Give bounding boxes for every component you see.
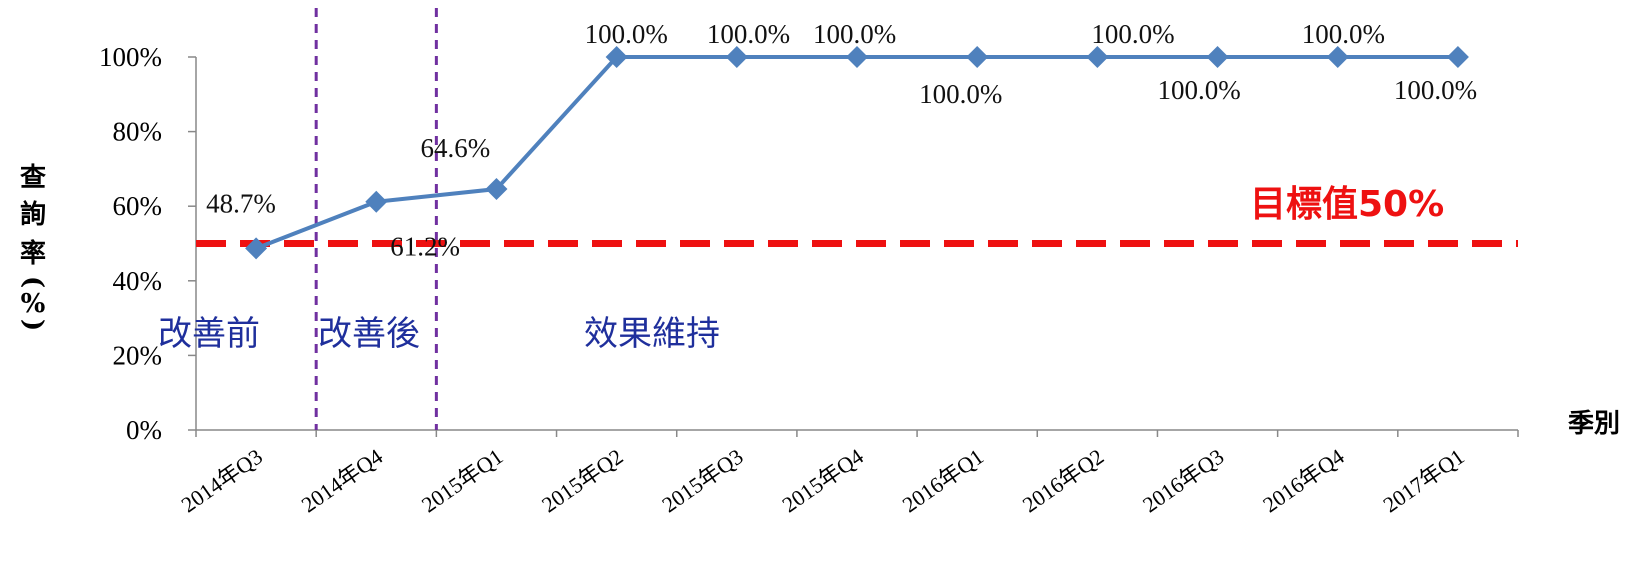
x-tick-label: 2016年Q3 <box>1138 444 1228 518</box>
y-title-char: ( <box>18 276 48 288</box>
y-tick-label: 80% <box>113 117 163 147</box>
data-label: 61.2% <box>390 232 460 262</box>
x-tick-label: 2016年Q1 <box>898 444 988 518</box>
y-tick-label: 60% <box>113 191 163 221</box>
data-point-marker <box>485 178 508 201</box>
data-point-marker <box>245 237 268 260</box>
data-label: 100.0% <box>585 19 668 49</box>
x-tick-label: 2017年Q1 <box>1378 444 1468 518</box>
data-label: 48.7% <box>206 188 276 218</box>
y-title-char: ) <box>18 319 48 331</box>
data-point-marker <box>1206 46 1229 68</box>
y-axis-title: 查詢率 (%) <box>18 163 48 331</box>
y-tick-label: 0% <box>126 415 162 445</box>
data-label: 100.0% <box>1394 75 1477 105</box>
data-point-marker <box>846 46 868 68</box>
x-tick-label: 2014年Q4 <box>297 444 387 518</box>
x-tick-label: 2014年Q3 <box>177 444 267 518</box>
x-tick-label: 2015年Q4 <box>777 444 867 518</box>
data-point-marker <box>966 46 989 68</box>
y-tick-label: 40% <box>113 266 163 296</box>
y-title-char: % <box>21 289 46 319</box>
x-axis-ticks: 2014年Q3 2014年Q4 2015年Q1 2015年Q2 2015年Q3 2015年… <box>177 430 1519 518</box>
data-label: 100.0% <box>707 19 790 49</box>
x-tick-label: 2016年Q4 <box>1258 444 1348 518</box>
data-point-marker <box>1446 46 1469 68</box>
data-label: 64.6% <box>420 133 490 163</box>
x-axis-title: 季別 <box>1568 409 1620 439</box>
y-title-char: 詢 <box>20 199 46 230</box>
x-tick-label: 2015年Q3 <box>657 444 747 518</box>
target-label: 目標值50% <box>1250 184 1444 225</box>
y-tick-label: 100% <box>99 42 162 72</box>
data-label: 100.0% <box>1158 75 1241 105</box>
series-markers <box>245 46 1469 260</box>
y-axis-ticks: 0% 20% 40% 60% 80% 100% <box>99 42 196 445</box>
x-tick-label: 2015年Q1 <box>417 444 507 518</box>
data-point-marker <box>1086 46 1109 68</box>
phase-label-before: 改善前 <box>158 314 260 354</box>
y-tick-label: 20% <box>113 340 163 370</box>
phase-dividers <box>314 8 438 430</box>
phase-label-maintain: 效果維持 <box>584 314 720 354</box>
data-label: 100.0% <box>813 19 896 49</box>
data-point-marker <box>365 190 388 213</box>
data-label: 100.0% <box>1091 19 1174 49</box>
data-label: 100.0% <box>1302 19 1385 49</box>
data-point-marker <box>725 46 748 68</box>
data-point-marker <box>1326 46 1349 68</box>
phase-label-after: 改善後 <box>318 314 420 354</box>
data-label: 100.0% <box>919 79 1002 109</box>
data-point-marker <box>605 46 628 68</box>
x-tick-label: 2015年Q2 <box>537 444 627 518</box>
data-labels: 48.7% 61.2% 64.6% 100.0% 100.0% 100.0% 100.0% 1… <box>206 19 1477 262</box>
y-title-char: 查 <box>20 163 46 193</box>
x-tick-label: 2016年Q2 <box>1018 444 1108 518</box>
y-title-char: 率 <box>20 238 46 269</box>
